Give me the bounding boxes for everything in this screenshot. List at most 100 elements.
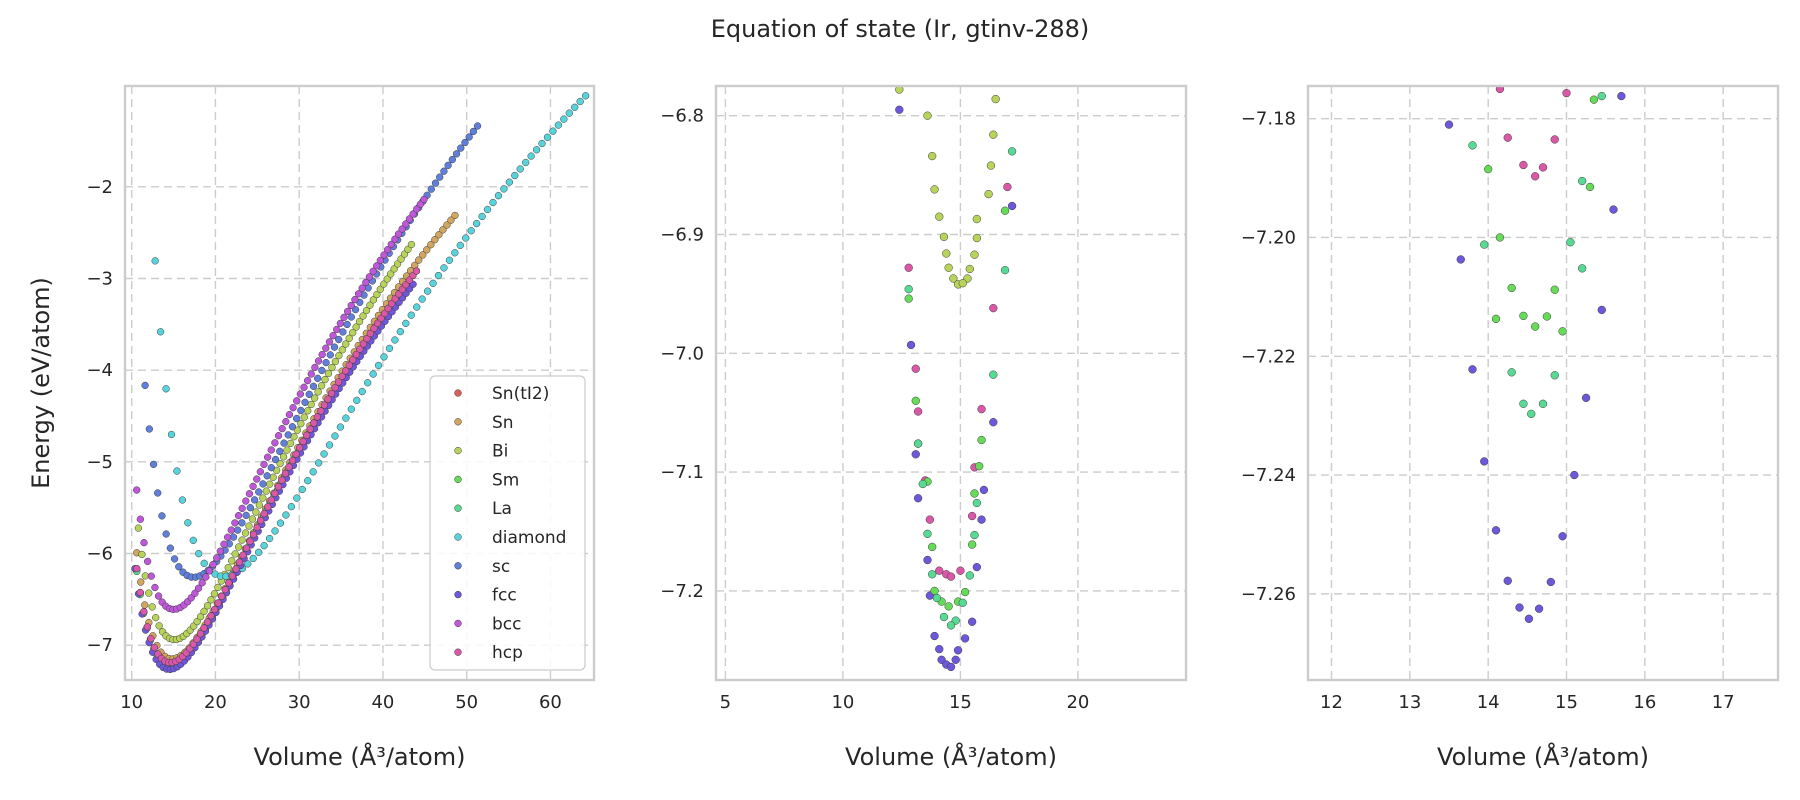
point-diamond xyxy=(195,549,203,558)
point-hcp xyxy=(147,634,155,643)
point-fcc xyxy=(1617,91,1626,101)
point-bi xyxy=(373,290,381,299)
point-bi xyxy=(269,473,277,481)
point-bcc xyxy=(249,482,257,491)
point-diamond xyxy=(516,165,524,173)
point-bcc xyxy=(209,560,217,569)
point-diamond xyxy=(385,344,394,353)
point-la xyxy=(1007,147,1017,156)
point-la xyxy=(1527,409,1536,419)
y-tick-label: −4 xyxy=(86,360,113,381)
point-sm xyxy=(911,396,920,405)
point-sc xyxy=(330,343,339,351)
point-diamond xyxy=(325,441,334,449)
point-sc xyxy=(436,173,444,181)
point-sm xyxy=(928,542,937,552)
point-diamond xyxy=(200,559,208,567)
y-tick-label: −3 xyxy=(86,269,113,290)
point-bcc xyxy=(143,557,152,566)
point-la xyxy=(946,621,956,630)
point-diamond xyxy=(358,387,366,396)
point-sm xyxy=(1542,312,1552,321)
point-diamond xyxy=(532,146,541,154)
point-la xyxy=(958,598,967,607)
point-bcc xyxy=(303,376,312,385)
y-tick-label: −2 xyxy=(86,177,113,198)
point-bcc xyxy=(376,256,385,265)
point-bi xyxy=(923,111,932,120)
point-bi xyxy=(304,407,312,415)
point-fcc xyxy=(1524,614,1534,623)
point-bcc xyxy=(245,490,254,498)
point-sn xyxy=(443,221,451,229)
point-hcp xyxy=(324,395,332,403)
point-hcp xyxy=(228,572,236,580)
point-bcc xyxy=(133,486,141,494)
x-tick-label: 20 xyxy=(204,692,227,713)
point-bi xyxy=(248,515,257,523)
y-tick-label: −7.24 xyxy=(1241,465,1296,486)
point-bi xyxy=(210,590,219,598)
point-hcp xyxy=(377,314,385,322)
point-sm xyxy=(1484,165,1493,174)
point-bcc xyxy=(325,338,334,346)
point-fcc xyxy=(1558,532,1567,541)
point-bi xyxy=(228,557,236,565)
point-sc xyxy=(318,366,326,375)
point-bi xyxy=(317,382,326,390)
point-sc xyxy=(276,447,284,455)
point-bcc xyxy=(300,383,308,391)
x-tick-label: 40 xyxy=(371,692,394,713)
point-bi xyxy=(276,459,284,468)
point-bcc xyxy=(394,230,403,238)
figure-title: Equation of state (Ir, gtinv-288) xyxy=(711,15,1090,43)
point-hcp xyxy=(303,431,311,439)
point-sm xyxy=(1558,327,1567,336)
point-bcc xyxy=(205,567,214,575)
x-tick-label: 30 xyxy=(288,692,311,713)
point-hcp xyxy=(317,407,325,415)
point-diamond xyxy=(391,336,399,344)
point-la xyxy=(1480,240,1489,249)
y-tick-label: −7.1 xyxy=(660,462,704,483)
point-la xyxy=(913,439,923,448)
point-sn xyxy=(431,236,439,244)
point-la xyxy=(904,284,913,294)
point-bcc xyxy=(333,325,341,334)
point-hcp xyxy=(1503,133,1512,142)
point-hcp xyxy=(235,558,244,566)
point-diamond xyxy=(554,121,563,129)
point-bcc xyxy=(151,583,159,592)
point-la xyxy=(932,593,942,603)
x-tick-label: 60 xyxy=(539,692,562,713)
point-bi xyxy=(252,508,260,516)
x-tick-label: 20 xyxy=(1066,692,1089,713)
point-bcc xyxy=(387,240,395,249)
point-hcp xyxy=(349,356,357,364)
point-bcc xyxy=(147,572,155,580)
point-diamond xyxy=(440,264,448,272)
point-hcp xyxy=(246,537,254,545)
point-sn xyxy=(423,246,431,254)
point-fcc xyxy=(989,418,998,427)
point-fcc xyxy=(972,562,981,572)
point-la xyxy=(989,370,998,379)
point-hcp xyxy=(1562,88,1571,98)
point-fcc xyxy=(930,631,939,641)
point-bi xyxy=(359,312,367,320)
point-hcp xyxy=(196,630,205,638)
x-tick-label: 13 xyxy=(1398,692,1421,713)
point-diamond xyxy=(445,256,454,264)
point-hcp xyxy=(278,476,286,484)
legend-label-hcp: hcp xyxy=(492,643,523,663)
point-bi xyxy=(286,439,295,448)
point-bcc xyxy=(351,295,359,304)
point-bcc xyxy=(278,424,286,433)
y-tick-label: −7.26 xyxy=(1241,584,1296,605)
point-bi xyxy=(949,274,958,283)
point-bcc xyxy=(202,573,210,581)
point-diamond xyxy=(244,560,252,568)
point-hcp xyxy=(260,510,268,518)
legend-label-sn-ti2: Sn(tI2) xyxy=(492,384,549,404)
point-diamond xyxy=(396,327,405,336)
